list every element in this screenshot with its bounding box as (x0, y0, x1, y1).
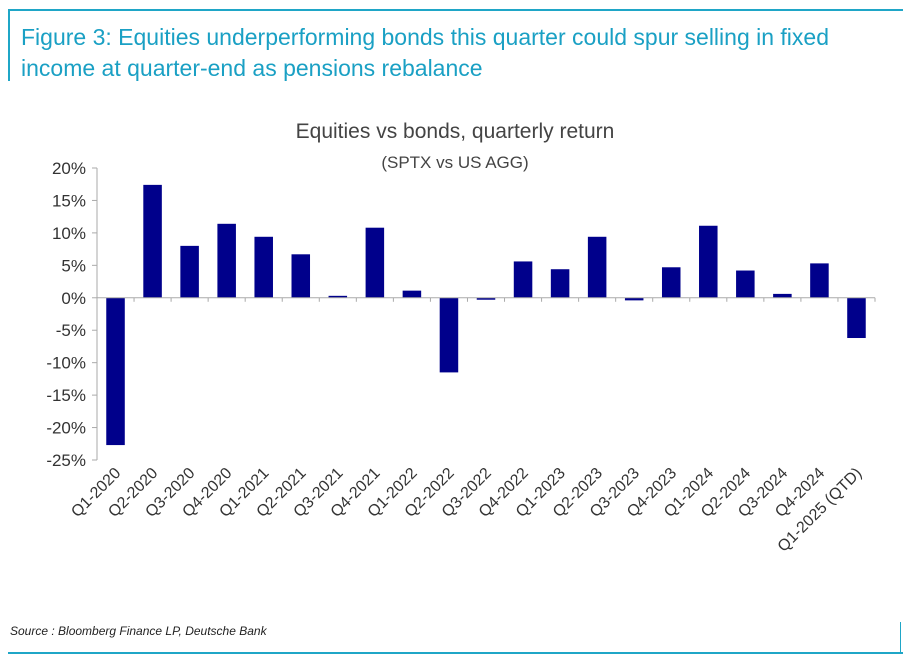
bar (365, 227, 385, 298)
figure-frame-bottom (8, 652, 903, 654)
bar (699, 225, 718, 298)
bar (328, 295, 348, 298)
bar (810, 263, 829, 298)
bar (773, 293, 792, 298)
y-tick-label: 5% (61, 256, 86, 275)
bar (736, 270, 755, 298)
y-tick-label: 0% (61, 289, 86, 308)
bar (587, 236, 607, 298)
y-tick-label: -25% (46, 451, 86, 470)
bar (550, 269, 570, 298)
y-tick-label: -15% (46, 386, 86, 405)
y-tick-label: -20% (46, 419, 86, 438)
source-note: Source : Bloomberg Finance LP, Deutsche … (10, 624, 267, 638)
y-tick-label: -5% (56, 321, 86, 340)
chart-title: Equities vs bonds, quarterly return (296, 120, 615, 143)
bar (624, 297, 644, 301)
figure-frame-left (8, 9, 10, 81)
y-tick-label: 20% (52, 159, 86, 178)
bar (847, 297, 866, 339)
bar (402, 290, 422, 298)
y-tick-label: 15% (52, 191, 86, 210)
bars-group (106, 184, 866, 446)
y-tick-label: 10% (52, 224, 86, 243)
bar (291, 254, 311, 298)
figure-title: Figure 3: Equities underperforming bonds… (21, 24, 829, 81)
x-axis: Q1-2020Q2-2020Q3-2020Q4-2020Q1-2021Q2-20… (68, 297, 876, 555)
figure-frame-top (8, 9, 903, 11)
bar (476, 297, 496, 300)
figure-frame-right (900, 622, 901, 652)
y-axis: 20% 15% 10% 5% 0% -5% -10% -15% -20% -25% (46, 159, 98, 470)
bar (661, 267, 681, 298)
bar (217, 223, 236, 298)
bar (180, 245, 199, 298)
bar (254, 236, 273, 298)
bar (143, 184, 162, 298)
y-tick-label: -10% (46, 354, 86, 373)
chart-subtitle: (SPTX vs US AGG) (381, 153, 528, 172)
bar (513, 261, 533, 298)
bar (106, 297, 125, 446)
bar (439, 297, 459, 373)
